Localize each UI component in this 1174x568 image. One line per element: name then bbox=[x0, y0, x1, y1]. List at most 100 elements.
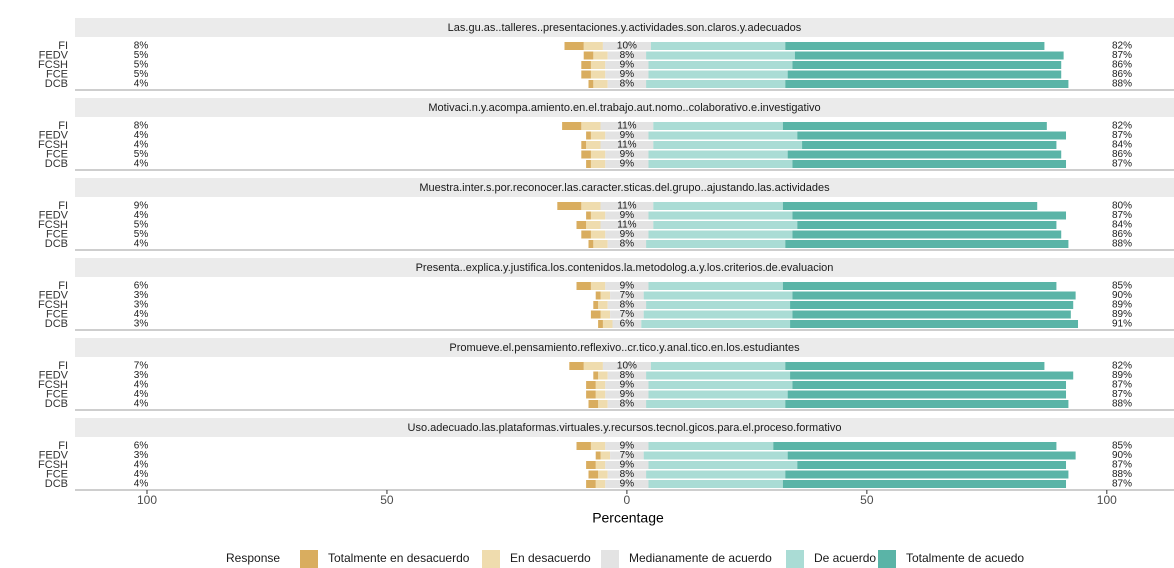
bar-segment bbox=[581, 202, 601, 210]
neutral-label: 11% bbox=[617, 201, 636, 212]
bar-segment bbox=[610, 291, 644, 300]
strip bbox=[75, 178, 1174, 197]
bar-segment bbox=[646, 371, 791, 380]
bar-segment bbox=[581, 122, 601, 130]
neutral-label: 9% bbox=[620, 281, 635, 292]
category-label: FCSH bbox=[38, 459, 68, 471]
category-label: FI bbox=[58, 40, 68, 52]
category-label: FI bbox=[58, 120, 68, 132]
high-label: 82% bbox=[1112, 41, 1132, 52]
low-label: 3% bbox=[134, 300, 149, 311]
bar-segment bbox=[646, 240, 786, 248]
bar-segment bbox=[590, 70, 606, 79]
high-label: 89% bbox=[1112, 309, 1132, 320]
bar-segment bbox=[646, 80, 786, 88]
neutral-label: 8% bbox=[620, 399, 635, 410]
bar-segment bbox=[653, 141, 803, 149]
bar-segment bbox=[581, 230, 591, 239]
category-label: FI bbox=[58, 200, 68, 212]
bar-segment bbox=[646, 301, 791, 309]
bar-segment bbox=[586, 221, 601, 229]
strip-title: Uso.adecuado.las.plataformas.virtuales.y… bbox=[408, 422, 842, 434]
x-tick-label: 50 bbox=[860, 493, 874, 507]
high-label: 91% bbox=[1112, 319, 1132, 330]
legend-key bbox=[482, 550, 500, 568]
high-label: 84% bbox=[1112, 220, 1132, 231]
strip-title: Muestra.inter.s.por.reconocer.las.caract… bbox=[419, 182, 830, 194]
bar-segment bbox=[600, 291, 611, 300]
legend-key bbox=[878, 550, 896, 568]
bar-segment bbox=[593, 301, 599, 309]
category-label: FCSH bbox=[38, 59, 68, 71]
bar-segment bbox=[605, 381, 649, 389]
bar-segment bbox=[797, 221, 1057, 229]
strip bbox=[75, 338, 1174, 357]
high-label: 82% bbox=[1112, 361, 1132, 372]
low-label: 4% bbox=[134, 130, 149, 141]
low-label: 4% bbox=[134, 389, 149, 400]
bar-segment bbox=[590, 131, 606, 140]
category-label: FI bbox=[58, 280, 68, 292]
high-label: 88% bbox=[1112, 79, 1132, 90]
category-label: FCSH bbox=[38, 139, 68, 151]
low-label: 5% bbox=[134, 50, 149, 61]
neutral-label: 9% bbox=[620, 389, 635, 400]
low-label: 4% bbox=[134, 210, 149, 221]
low-label: 8% bbox=[134, 121, 149, 132]
bar-segment bbox=[653, 202, 783, 210]
bar-segment bbox=[600, 141, 654, 149]
bar-segment bbox=[590, 442, 606, 450]
strip bbox=[75, 418, 1174, 437]
bar-segment bbox=[648, 70, 788, 79]
neutral-label: 8% bbox=[620, 469, 635, 480]
high-label: 88% bbox=[1112, 399, 1132, 410]
bar-segment bbox=[785, 362, 1045, 370]
bar-segment bbox=[586, 381, 596, 389]
bar-segment bbox=[607, 301, 647, 309]
legend-label: Totalmente de acuedo bbox=[906, 551, 1024, 565]
bar-segment bbox=[787, 390, 1067, 399]
category-label: DCB bbox=[45, 238, 68, 250]
bar-segment bbox=[581, 141, 587, 149]
bar-segment bbox=[583, 42, 603, 50]
bar-segment bbox=[576, 221, 587, 229]
high-label: 87% bbox=[1112, 210, 1132, 221]
bar-segment bbox=[590, 61, 606, 69]
category-label: FCE bbox=[46, 388, 68, 400]
category-label: FI bbox=[58, 360, 68, 372]
high-label: 89% bbox=[1112, 300, 1132, 311]
legend-key bbox=[786, 550, 804, 568]
neutral-label: 6% bbox=[620, 319, 635, 330]
category-label: FEDV bbox=[39, 209, 69, 221]
neutral-label: 11% bbox=[617, 220, 636, 231]
bar-segment bbox=[802, 141, 1057, 149]
category-label: FEDV bbox=[39, 289, 69, 301]
bar-segment bbox=[605, 150, 649, 159]
bar-segment bbox=[646, 51, 795, 60]
bar-segment bbox=[648, 480, 783, 488]
bar-segment bbox=[794, 51, 1064, 60]
category-label: FCE bbox=[46, 468, 68, 480]
category-label: DCB bbox=[45, 158, 68, 170]
bar-segment bbox=[648, 211, 793, 220]
low-label: 6% bbox=[134, 281, 149, 292]
bar-segment bbox=[607, 400, 647, 408]
legend-label: En desacuerdo bbox=[510, 551, 591, 565]
bar-segment bbox=[593, 240, 608, 248]
category-label: DCB bbox=[45, 318, 68, 330]
bar-segment bbox=[607, 51, 647, 60]
bar-segment bbox=[782, 122, 1047, 130]
high-label: 87% bbox=[1112, 460, 1132, 471]
high-label: 90% bbox=[1112, 290, 1132, 301]
bar-segment bbox=[590, 230, 606, 239]
bar-segment bbox=[605, 461, 649, 469]
bar-segment bbox=[600, 122, 654, 130]
strip bbox=[75, 18, 1174, 37]
category-label: FCSH bbox=[38, 219, 68, 231]
bar-segment bbox=[787, 451, 1076, 460]
bar-segment bbox=[605, 211, 649, 220]
bar-segment bbox=[785, 42, 1045, 50]
neutral-label: 11% bbox=[617, 140, 636, 151]
high-label: 86% bbox=[1112, 149, 1132, 160]
strip-title: Las.gu.as..talleres..presentaciones.y.ac… bbox=[448, 22, 802, 34]
